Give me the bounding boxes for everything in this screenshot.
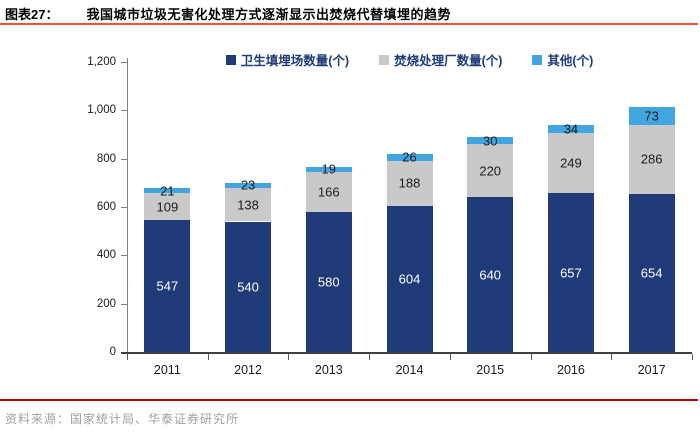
x-axis-category-label: 2013 <box>314 363 343 377</box>
y-axis-tick-label: 1,200 <box>87 56 116 68</box>
bar-value-label: 19 <box>321 161 337 177</box>
bar-value-label: 220 <box>479 163 502 179</box>
y-axis-tick <box>121 255 127 257</box>
y-axis-tick <box>121 158 127 160</box>
bar-value-label: 73 <box>644 108 659 124</box>
y-axis-tick-label: 1,000 <box>87 104 116 117</box>
x-axis-line <box>121 352 692 354</box>
y-axis-tick-label: 200 <box>96 297 116 310</box>
bar-value-label: 580 <box>317 274 340 290</box>
y-axis-tick <box>121 62 127 63</box>
bar-segment-landfill <box>547 193 594 352</box>
y-axis-tick-label: 0 <box>109 346 116 358</box>
source-text: 资料来源：国家统计局、华泰证券研究所 <box>5 412 240 426</box>
figure-title: 我国城市垃圾无害化处理方式逐渐显示出焚烧代替填埋的趋势 <box>86 7 451 22</box>
bar-value-label: 640 <box>479 267 502 283</box>
bar-value-label: 249 <box>560 155 582 171</box>
y-axis-line <box>127 58 128 352</box>
legend-label: 其他(个) <box>547 54 594 68</box>
figure-number-label: 图表27： <box>5 7 59 22</box>
x-axis-category-label: 2011 <box>153 363 181 377</box>
y-axis-tick <box>121 303 127 305</box>
bar-value-label: 547 <box>156 278 179 294</box>
bar-segment-other <box>225 182 272 189</box>
bar-segment-other <box>467 136 514 145</box>
x-axis-tick <box>611 354 613 360</box>
bar-segment-incineration <box>225 188 272 222</box>
bar-value-label: 138 <box>237 197 259 213</box>
bar-value-label: 188 <box>398 175 421 191</box>
bar-segment-incineration <box>386 160 433 207</box>
legend-item: 卫生填埋场数量(个) <box>225 50 350 69</box>
bar-segment-landfill <box>225 221 272 352</box>
bar-value-label: 654 <box>640 265 663 281</box>
bar-value-label: 286 <box>640 151 663 167</box>
x-axis-category-label: 2015 <box>476 363 505 377</box>
legend-swatch-icon <box>379 54 390 65</box>
x-axis-category-label: 2014 <box>395 363 424 377</box>
bar-segment-other <box>386 154 433 161</box>
legend-label: 焚烧处理厂数量(个) <box>394 54 503 68</box>
stacked-bar-chart: 0 200 400 600 800 1,000 1,200 547 109 21 2011 540 13… <box>0 38 700 400</box>
bar-value-label: 21 <box>160 183 175 199</box>
bar-segment-other <box>547 124 594 134</box>
bar-segment-landfill <box>628 193 675 352</box>
x-axis-tick <box>207 354 209 360</box>
bar-value-label: 26 <box>402 149 417 165</box>
y-axis-tick-label: 400 <box>96 249 116 262</box>
figure-header: 图表27： 我国城市垃圾无害化处理方式逐渐显示出焚烧代替填埋的趋势 <box>5 4 695 23</box>
bar-segment-landfill <box>305 211 352 352</box>
source-divider-rule <box>0 399 698 401</box>
bar-value-label: 109 <box>156 199 179 215</box>
bar-segment-other <box>144 188 191 194</box>
bar-segment-incineration <box>467 144 514 198</box>
bar-segment-incineration <box>305 171 352 212</box>
x-axis-category-label: 2012 <box>234 363 262 377</box>
y-axis-tick-label: 800 <box>96 152 116 165</box>
x-axis-category-label: 2016 <box>557 363 585 377</box>
bar-segment-landfill <box>467 197 514 352</box>
y-axis-tick <box>121 110 127 112</box>
x-axis-tick <box>530 354 532 360</box>
bar-value-label: 657 <box>560 265 582 281</box>
chart-legend: 卫生填埋场数量(个) 焚烧处理厂数量(个) 其他(个) <box>127 50 692 69</box>
bar-segment-incineration <box>547 133 594 194</box>
legend-item: 其他(个) <box>532 50 593 69</box>
bar-segment-incineration <box>628 124 675 194</box>
x-axis-tick <box>127 354 128 360</box>
bar-segment-landfill <box>144 219 191 352</box>
x-axis-tick <box>692 354 693 360</box>
bar-segment-other <box>305 167 352 172</box>
bar-segment-incineration <box>144 193 191 220</box>
bar-segment-other <box>628 107 675 125</box>
legend-swatch-icon <box>225 54 236 65</box>
bar-value-label: 30 <box>482 133 498 149</box>
x-axis-tick <box>449 354 451 360</box>
legend-swatch-icon <box>532 54 543 65</box>
bar-value-label: 23 <box>240 177 256 193</box>
y-axis-tick-label: 600 <box>96 201 116 213</box>
title-divider-rule <box>0 23 698 25</box>
bar-value-label: 540 <box>237 279 259 295</box>
legend-label: 卫生填埋场数量(个) <box>240 54 350 68</box>
bar-value-label: 34 <box>563 121 579 137</box>
bar-value-label: 604 <box>398 271 421 287</box>
x-axis-tick <box>288 354 290 360</box>
x-axis-category-label: 2017 <box>637 363 666 377</box>
bar-value-label: 166 <box>317 184 340 200</box>
y-axis-tick <box>121 207 127 208</box>
legend-item: 焚烧处理厂数量(个) <box>379 50 502 69</box>
x-axis-tick <box>369 354 371 360</box>
bar-segment-landfill <box>386 206 433 352</box>
